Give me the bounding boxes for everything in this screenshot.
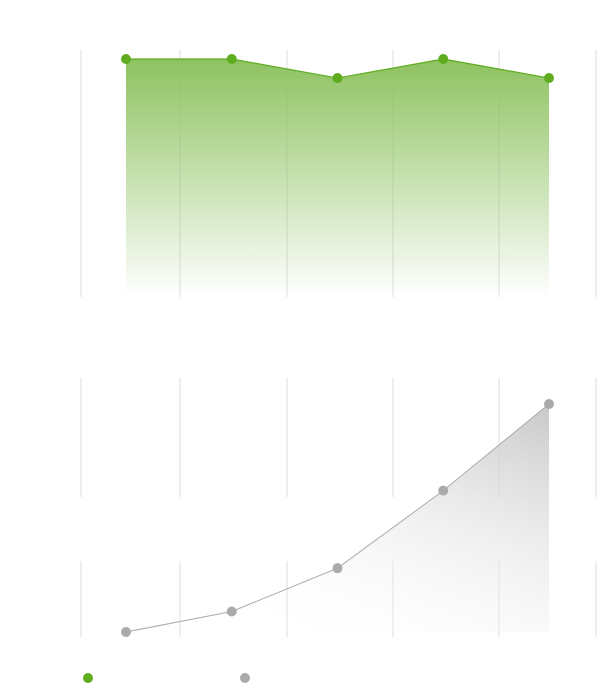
- data-point: [226, 54, 237, 64]
- data-point: [226, 606, 237, 617]
- legend-marker: [240, 673, 250, 683]
- data-point: [544, 73, 554, 84]
- legend-marker: [83, 673, 93, 683]
- data-point: [121, 627, 131, 637]
- area-fill: [126, 404, 549, 632]
- data-point: [544, 399, 554, 409]
- area-fill: [126, 59, 549, 297]
- data-point: [438, 54, 449, 64]
- data-point: [121, 54, 131, 64]
- data-point: [332, 563, 343, 574]
- data-point: [438, 485, 449, 496]
- data-point: [332, 73, 343, 84]
